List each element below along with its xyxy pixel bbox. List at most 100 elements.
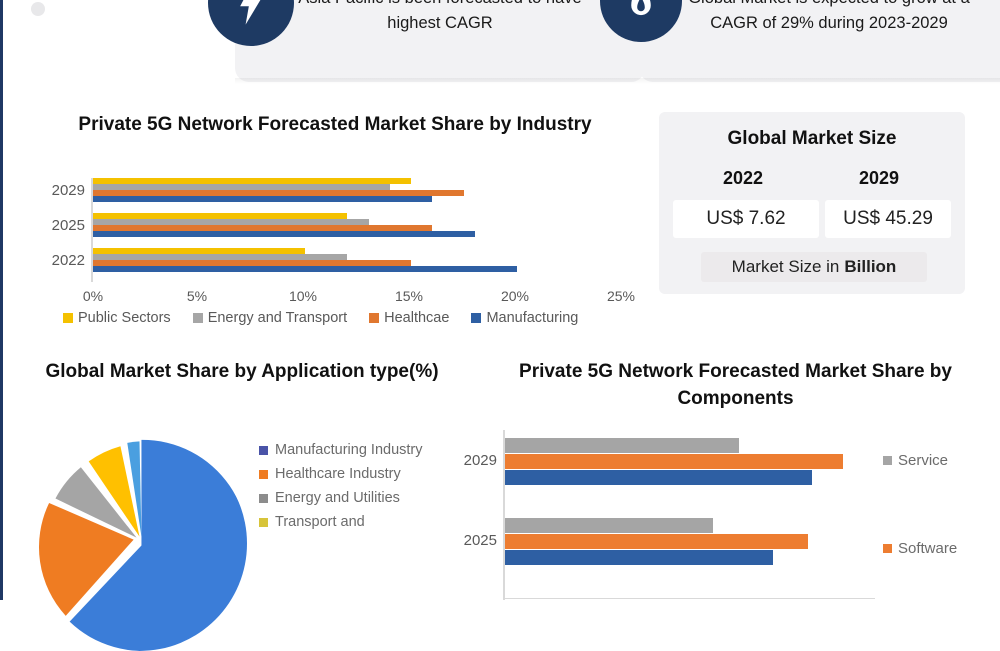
lightning-bolt-icon [240, 0, 261, 25]
comp-bar-group-2025: 2025 [464, 518, 873, 568]
flame-icon [631, 0, 651, 16]
legend-label-manufacturing: Manufacturing [486, 310, 579, 326]
comp-bar-service-2029 [505, 438, 739, 453]
y-axis-line [91, 178, 93, 282]
banner-shadow [235, 78, 1000, 84]
panel-year-2022: 2022 [722, 168, 764, 188]
chart-industry-legend: Public Sectors Energy and Transport Heal… [63, 308, 663, 328]
bar-public-sectors-2025 [93, 213, 348, 219]
comp-bar-software-2025 [505, 534, 809, 549]
bar-manufacturing-2029 [93, 196, 433, 202]
y-label-2025: 2025 [51, 217, 85, 234]
chart-industry-title: Private 5G Network Forecasted Market Sha… [78, 114, 592, 135]
banner-right-text: Global Market is expected to grow at a C… [688, 0, 970, 32]
pie-legend-label-energy-utilities: Energy and Utilities [275, 490, 400, 506]
top-banner: Asia Pacific is been forecasted to have … [3, 0, 1000, 95]
pie-legend-item-transport: Transport and [259, 512, 439, 532]
legend-swatch-healthcae [369, 313, 380, 323]
comp-legend-label-software: Software [898, 540, 958, 557]
pie-slice-energy-utilities [55, 467, 137, 538]
legend-label-healthcae: Healthcae [384, 310, 450, 326]
bar-healthcae-2025 [93, 225, 433, 231]
legend-item-public-sectors: Public Sectors [63, 310, 171, 326]
chart-industry: Private 5G Network Forecasted Market Sha… [29, 112, 641, 328]
bar-group-2025 [93, 213, 625, 243]
chart-pie-title: Global Market Share by Application type(… [45, 361, 439, 382]
pie-legend-item-energy-utilities: Energy and Utilities [259, 488, 439, 508]
chart-application-type: Global Market Share by Application type(… [27, 358, 457, 651]
legend-item-manufacturing: Manufacturing [471, 310, 578, 326]
panel-unit-note: Market Size in Billion [701, 252, 927, 282]
comp-bar-service-2025 [505, 518, 713, 533]
legend-swatch-manufacturing [471, 313, 482, 323]
chart-components-title: Private 5G Network Forecasted Market Sha… [519, 361, 952, 409]
comp-legend-item-service: Service [883, 452, 948, 469]
comp-legend-swatch-software [883, 544, 892, 553]
comp-legend-item-software: Software [883, 540, 957, 557]
panel-title: Global Market Size [727, 128, 897, 149]
bar-manufacturing-2025 [93, 231, 475, 237]
pie-slice-manufacturing [69, 439, 247, 651]
chart-components-plot: 2029 2025 [464, 430, 875, 600]
comp-legend-swatch-service [883, 456, 892, 465]
global-market-size-panel: Global Market Size 2022 2029 US$ 7.62 US… [659, 112, 965, 294]
legend-label-public-sectors: Public Sectors [78, 310, 171, 326]
x-axis-ticks: 0% 5% 10% 15% 20% 25% [83, 288, 635, 306]
corner-dot-icon [31, 2, 45, 16]
y-label-2029: 2029 [51, 182, 85, 199]
pie-slice-healthcare [38, 502, 134, 616]
pie-legend-item-healthcare: Healthcare Industry [259, 464, 439, 484]
legend-item-energy-transport: Energy and Transport [192, 310, 348, 326]
pie-legend-item-manufacturing: Manufacturing Industry [259, 440, 439, 460]
pie-slice-transport [88, 446, 140, 537]
chart-industry-plot [91, 178, 625, 282]
bar-healthcae-2022 [93, 260, 411, 266]
comp-y-label-2029: 2029 [463, 452, 497, 469]
comp-legend-label-service: Service [898, 452, 949, 469]
pie-legend-label-transport: Transport and [275, 514, 365, 530]
bar-public-sectors-2022 [93, 248, 305, 254]
x-tick-0: 0% [82, 288, 104, 304]
bar-manufacturing-2022 [93, 266, 517, 272]
panel-unit-prefix: Market Size in [731, 257, 840, 276]
x-tick-20: 20% [500, 288, 530, 304]
panel-value-2029: US$ 45.29 [825, 200, 951, 238]
bar-healthcae-2029 [93, 190, 464, 196]
pie-legend: Manufacturing Industry Healthcare Indust… [259, 440, 439, 536]
bar-public-sectors-2029 [93, 178, 411, 184]
bar-energy-transport-2025 [93, 219, 369, 225]
comp-bar-hardware-2029 [505, 470, 813, 485]
y-label-2022: 2022 [51, 252, 85, 269]
bar-energy-transport-2022 [93, 254, 348, 260]
comp-bar-software-2029 [505, 454, 843, 469]
panel-unit-bold: Billion [844, 257, 897, 276]
bar-group-2022 [93, 248, 625, 278]
pie-chart-graphic [38, 439, 247, 651]
legend-swatch-energy-transport [192, 313, 203, 323]
banner-card-left [235, 0, 645, 82]
x-tick-15: 15% [394, 288, 424, 304]
banner-card-right [639, 0, 1000, 82]
comp-y-label-2025: 2025 [463, 532, 497, 549]
legend-swatch-public-sectors [63, 313, 73, 323]
comp-bar-hardware-2025 [505, 550, 774, 565]
pie-legend-label-manufacturing: Manufacturing Industry [275, 442, 423, 458]
banner-left-text: Asia Pacific is been forecasted to have … [298, 0, 581, 32]
bar-group-2029 [93, 178, 625, 208]
panel-value-2022: US$ 7.62 [673, 200, 819, 238]
pie-legend-swatch-energy-utilities [259, 494, 268, 503]
panel-year-2029: 2029 [858, 168, 900, 188]
pie-legend-label-healthcare: Healthcare Industry [275, 466, 401, 482]
pie-legend-swatch-transport [259, 518, 268, 527]
pie-slice-other [127, 441, 142, 537]
pie-legend-swatch-manufacturing [259, 446, 268, 455]
pie-legend-swatch-healthcare [259, 470, 268, 479]
x-tick-25: 25% [606, 288, 636, 304]
bar-energy-transport-2029 [93, 184, 390, 190]
x-tick-10: 10% [288, 288, 318, 304]
legend-label-energy-transport: Energy and Transport [207, 310, 348, 326]
x-tick-5: 5% [186, 288, 208, 304]
chart-components-legend: Service Software [883, 430, 998, 600]
legend-item-healthcae: Healthcae [369, 310, 449, 326]
